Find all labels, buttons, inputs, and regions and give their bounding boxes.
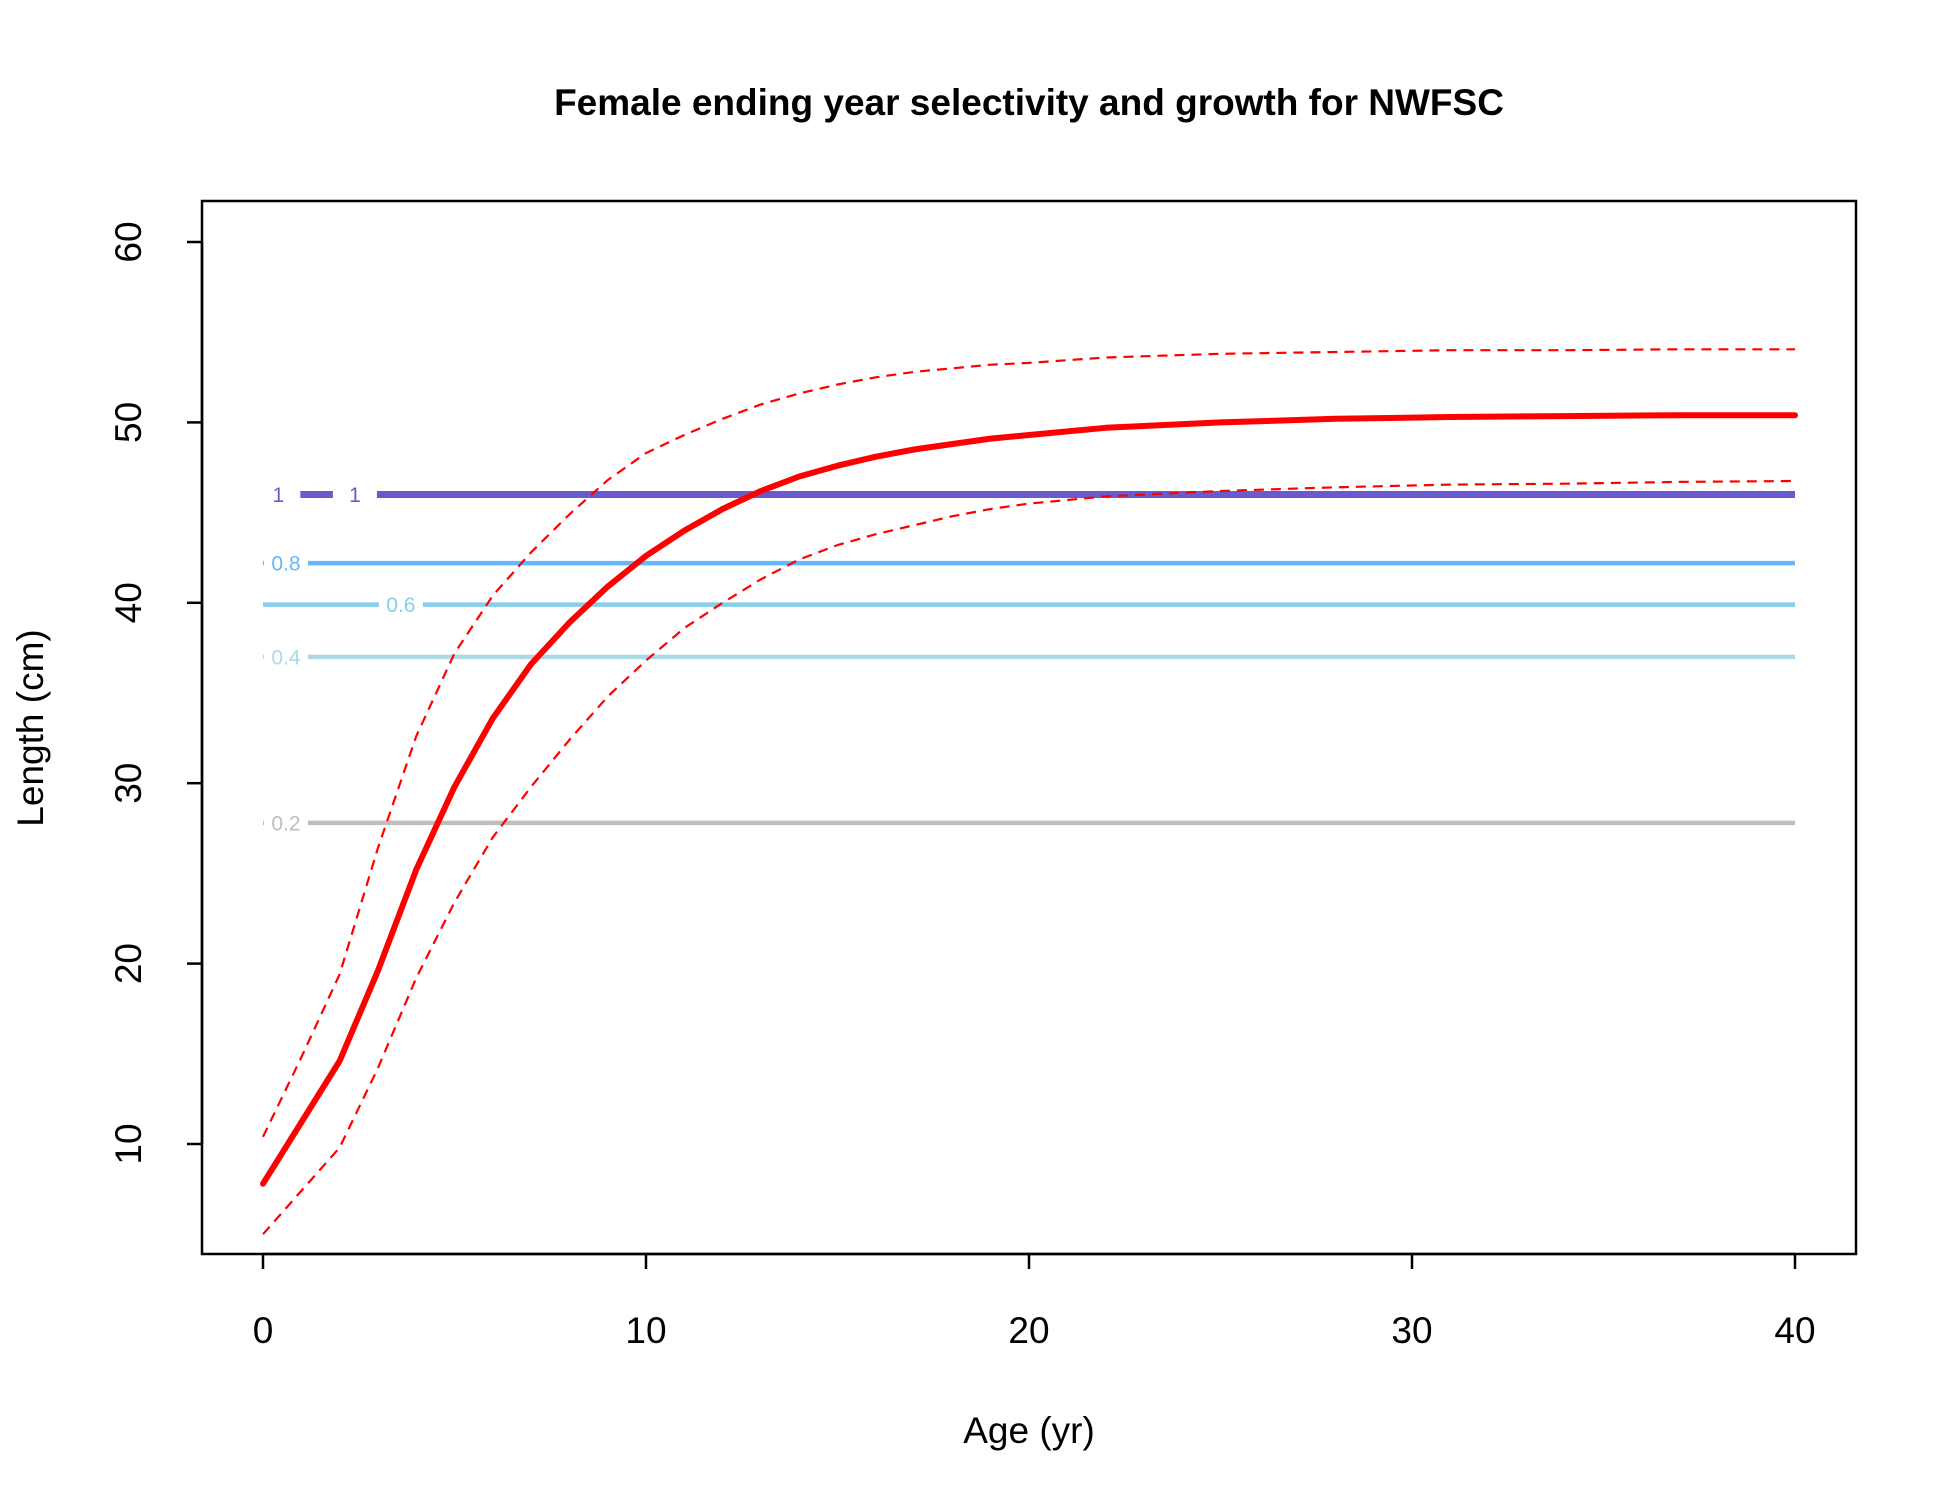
y-tick-label-30: 30 xyxy=(108,763,149,804)
y-tick-label-10: 10 xyxy=(108,1123,149,1164)
x-tick-label-0: 0 xyxy=(253,1310,274,1351)
x-tick-label-20: 20 xyxy=(1008,1310,1049,1351)
contour-label-gap xyxy=(263,643,308,670)
growth-curve-lower xyxy=(262,479,1796,1235)
y-axis-label: Length (cm) xyxy=(10,629,51,826)
contour-label-gap xyxy=(263,550,308,577)
growth-curve-upper xyxy=(262,348,1795,1138)
growth-curves xyxy=(260,348,1798,1235)
x-axis-label: Age (yr) xyxy=(963,1410,1095,1451)
y-tick-label-60: 60 xyxy=(108,221,149,262)
x-tick-label-30: 30 xyxy=(1391,1310,1432,1351)
plot-frame xyxy=(200,199,1858,1256)
contour-label-0-6: 0.6 xyxy=(386,594,415,617)
contour-label-0-4: 0.4 xyxy=(271,646,301,669)
contour-label-0-8: 0.8 xyxy=(271,553,300,576)
growth-curve-mean xyxy=(260,412,1798,1187)
y-tick-label-40: 40 xyxy=(108,582,149,623)
contour-label-gap xyxy=(332,481,377,508)
x-axis: 0 10 20 30 40 xyxy=(253,1252,1816,1351)
contour-label-gap xyxy=(256,481,301,508)
contour-label-1: 1 xyxy=(272,484,284,507)
contour-label-gap xyxy=(263,809,308,836)
contour-label-1: 1 xyxy=(349,484,361,507)
x-tick-label-10: 10 xyxy=(625,1310,666,1351)
selectivity-contours: 0.2 0.4 0.6 0.8 1 1 xyxy=(256,481,1795,836)
contour-label-gap xyxy=(378,591,423,618)
y-tick-label-50: 50 xyxy=(108,402,149,443)
x-tick-label-40: 40 xyxy=(1774,1310,1815,1351)
y-axis: 10 20 30 40 50 60 xyxy=(108,221,204,1165)
chart-title: Female ending year selectivity and growt… xyxy=(554,82,1504,123)
contour-label-0-2: 0.2 xyxy=(271,812,300,835)
y-tick-label-20: 20 xyxy=(108,943,149,984)
